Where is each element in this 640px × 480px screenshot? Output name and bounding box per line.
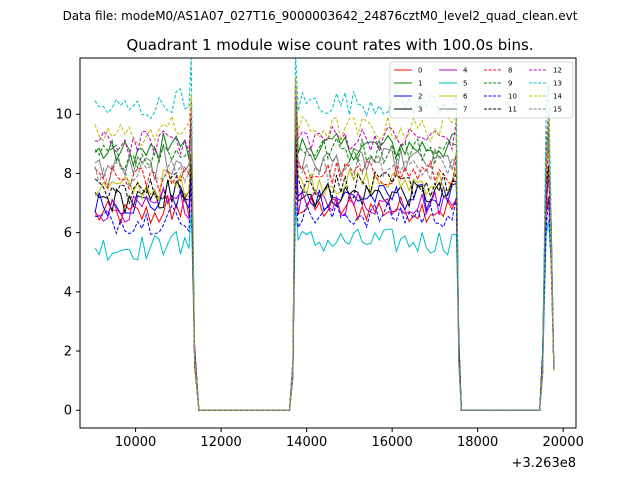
legend-label: 10 <box>508 93 517 101</box>
series-line-6 <box>94 126 555 411</box>
y-tick-label: 10 <box>55 108 72 123</box>
series-layer <box>94 58 555 411</box>
series-line-3 <box>94 153 555 411</box>
legend-label: 7 <box>463 106 467 114</box>
legend-label: 9 <box>508 80 512 88</box>
legend-label: 13 <box>553 80 562 88</box>
series-line-2 <box>94 137 555 411</box>
x-tick-label: 10000 <box>115 435 156 450</box>
legend-label: 5 <box>463 80 467 88</box>
x-tick-label: 14000 <box>286 435 327 450</box>
legend-label: 15 <box>553 106 562 114</box>
x-tick-label: 18000 <box>457 435 498 450</box>
y-tick-label: 4 <box>64 285 72 300</box>
series-line-10 <box>94 173 555 411</box>
plot-area-frame <box>79 57 577 429</box>
legend-label: 0 <box>418 67 422 75</box>
series-line-7 <box>94 110 555 411</box>
series-line-13 <box>94 58 555 411</box>
legend-label: 8 <box>508 67 512 75</box>
legend-label: 14 <box>553 93 562 101</box>
series-line-14 <box>94 76 555 411</box>
legend-label: 3 <box>418 106 422 114</box>
legend-label: 11 <box>508 106 517 114</box>
legend-label: 2 <box>418 93 422 101</box>
series-line-15 <box>94 101 555 411</box>
series-line-9 <box>94 93 555 411</box>
legend-label: 12 <box>553 67 562 75</box>
series-line-12 <box>94 81 555 411</box>
series-line-0 <box>94 165 555 411</box>
chart-title: Quadrant 1 module wise count rates with … <box>126 36 533 54</box>
y-tick-label: 2 <box>64 345 72 360</box>
data-file-label: Data file: modeM0/AS1A07_027T16_90000036… <box>63 9 578 23</box>
series-line-11 <box>94 136 555 411</box>
x-tick-label: 16000 <box>371 435 412 450</box>
y-tick-label: 8 <box>64 167 72 182</box>
legend-label: 6 <box>463 93 468 101</box>
x-tick-label: 20000 <box>542 435 583 450</box>
y-tick-label: 6 <box>64 226 72 241</box>
legend-label: 1 <box>418 80 422 88</box>
legend-box <box>389 61 574 119</box>
series-line-5 <box>94 202 555 411</box>
series-line-4 <box>94 151 555 411</box>
x-tick-label: 12000 <box>200 435 241 450</box>
series-line-8 <box>94 107 555 411</box>
legend-label: 4 <box>463 67 468 75</box>
y-tick-label: 0 <box>64 404 72 419</box>
x-offset-label: +3.263e8 <box>512 456 576 471</box>
axes: 10000 12000 14000 16000 18000 20000 0 2 4 6 8 10 <box>55 108 583 450</box>
